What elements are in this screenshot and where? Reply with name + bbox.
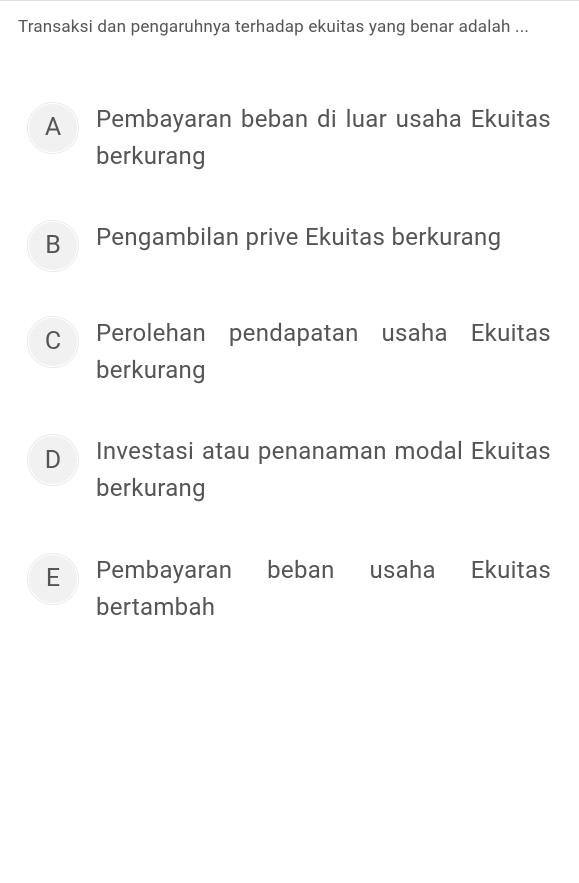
option-c[interactable]: C Perolehan pendapatan usaha Ekuitas ber… — [28, 315, 551, 389]
question-container: Transaksi dan pengaruhnya terhadap ekuit… — [0, 1, 579, 41]
option-d[interactable]: D Investasi atau penanaman modal Ekuitas… — [28, 433, 551, 507]
option-text-b: Pengambilan prive Ekuitas berkurang — [96, 219, 551, 256]
option-a[interactable]: A Pembayaran beban di luar usaha Ekuitas… — [28, 101, 551, 175]
option-b[interactable]: B Pengambilan prive Ekuitas berkurang — [28, 219, 551, 271]
option-text-c: Perolehan pendapatan usaha Ekuitas berku… — [96, 315, 551, 389]
option-e[interactable]: E Pembayaran beban usaha Ekuitas bertamb… — [28, 552, 551, 626]
option-letter-a: A — [28, 103, 78, 153]
option-text-a: Pembayaran beban di luar usaha Ekuitas b… — [96, 101, 551, 175]
question-text: Transaksi dan pengaruhnya terhadap ekuit… — [18, 15, 561, 41]
option-letter-e: E — [28, 554, 78, 604]
option-letter-c: C — [28, 317, 78, 367]
option-text-d: Investasi atau penanaman modal Ekuitas b… — [96, 433, 551, 507]
option-text-e: Pembayaran beban usaha Ekuitas bertambah — [96, 552, 551, 626]
option-letter-d: D — [28, 435, 78, 485]
options-list: A Pembayaran beban di luar usaha Ekuitas… — [0, 41, 579, 657]
option-letter-b: B — [28, 221, 78, 271]
